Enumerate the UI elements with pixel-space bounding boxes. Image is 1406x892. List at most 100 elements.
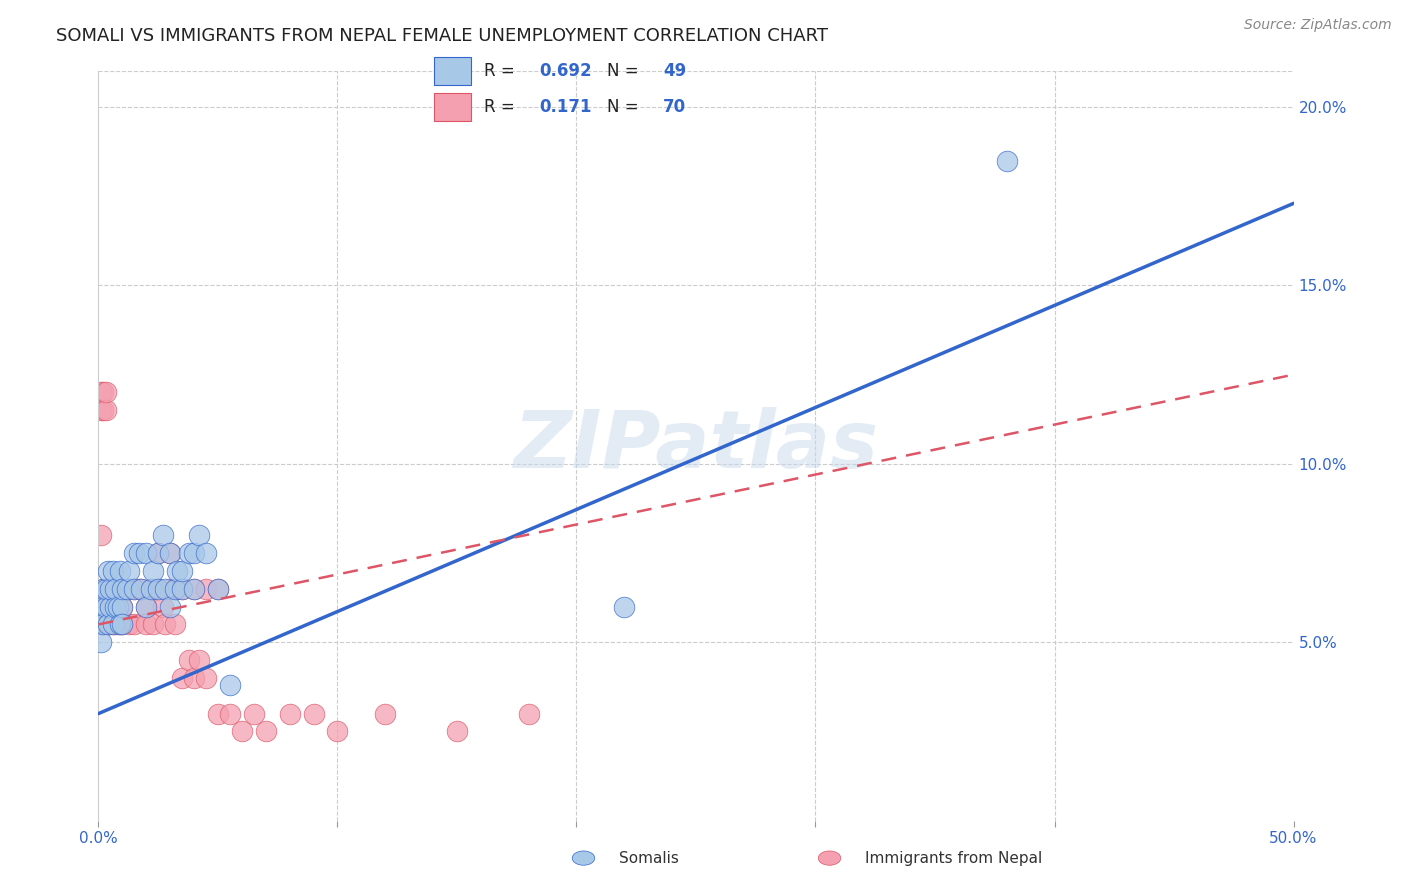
Point (91, 617, 114, 632)
Point (97, 599, 120, 614)
Point (128, 582, 150, 596)
Point (163, 617, 186, 632)
Text: Source: ZipAtlas.com: Source: ZipAtlas.com (1244, 18, 1392, 32)
Point (172, 582, 194, 596)
Point (98, 582, 122, 596)
Point (94, 385, 117, 400)
Point (302, 706, 325, 721)
Point (111, 599, 134, 614)
Point (108, 564, 131, 578)
Point (97, 582, 120, 596)
Point (131, 582, 153, 596)
FancyBboxPatch shape (434, 94, 471, 121)
Point (172, 671, 194, 685)
Text: 0.692: 0.692 (540, 62, 592, 79)
Text: Somalis: Somalis (619, 851, 679, 865)
Point (124, 582, 146, 596)
Point (142, 617, 165, 632)
Point (90, 635, 112, 649)
Point (142, 564, 165, 578)
Point (108, 617, 131, 632)
Point (155, 582, 177, 596)
Point (135, 546, 157, 560)
Point (163, 582, 186, 596)
Point (104, 599, 127, 614)
Point (104, 582, 127, 596)
Text: R =: R = (484, 98, 524, 116)
Point (187, 653, 209, 667)
Point (111, 599, 134, 614)
Point (148, 546, 170, 560)
Point (155, 617, 177, 632)
Point (90, 403, 112, 417)
Point (107, 617, 129, 632)
Text: ZIPatlas: ZIPatlas (513, 407, 879, 485)
Point (207, 582, 229, 596)
Point (148, 582, 170, 596)
Point (124, 582, 146, 596)
Point (995, 153, 1018, 168)
Point (90, 385, 112, 400)
Point (187, 528, 209, 542)
Point (139, 582, 162, 596)
Point (374, 706, 396, 721)
Point (124, 617, 146, 632)
Point (124, 546, 146, 560)
Point (98, 599, 122, 614)
Point (111, 582, 134, 596)
Point (94, 582, 117, 596)
Point (172, 564, 194, 578)
FancyBboxPatch shape (434, 57, 471, 86)
Point (613, 599, 636, 614)
Point (219, 706, 242, 721)
Point (159, 546, 181, 560)
Point (91, 582, 114, 596)
Point (195, 546, 218, 560)
Point (159, 582, 181, 596)
Point (159, 599, 181, 614)
Point (94, 582, 117, 596)
Point (97, 617, 120, 632)
Text: SOMALI VS IMMIGRANTS FROM NEPAL FEMALE UNEMPLOYMENT CORRELATION CHART: SOMALI VS IMMIGRANTS FROM NEPAL FEMALE U… (56, 27, 828, 45)
Point (131, 582, 153, 596)
Point (179, 653, 201, 667)
Point (94, 403, 117, 417)
Point (148, 546, 170, 560)
Point (101, 617, 124, 632)
Point (94, 617, 117, 632)
Point (94, 599, 117, 614)
Point (278, 706, 301, 721)
Point (101, 582, 124, 596)
Point (90, 599, 112, 614)
Text: 70: 70 (664, 98, 686, 116)
Point (98, 582, 122, 596)
Text: N =: N = (607, 62, 638, 79)
Point (97, 617, 120, 632)
Point (91, 582, 114, 596)
Point (152, 528, 174, 542)
Point (195, 671, 218, 685)
Point (139, 582, 162, 596)
Point (115, 582, 138, 596)
Point (118, 617, 141, 632)
Point (107, 599, 129, 614)
Point (326, 724, 349, 739)
Point (207, 706, 229, 721)
Point (97, 564, 120, 578)
Point (98, 599, 122, 614)
Point (101, 564, 124, 578)
Point (207, 582, 229, 596)
Text: N =: N = (607, 98, 638, 116)
Point (183, 546, 205, 560)
Point (90, 599, 112, 614)
Point (91, 617, 114, 632)
Point (152, 599, 174, 614)
Point (90, 617, 112, 632)
Point (90, 528, 112, 542)
Point (183, 582, 205, 596)
Point (128, 546, 150, 560)
Text: 49: 49 (664, 62, 686, 79)
Point (104, 617, 127, 632)
Point (115, 582, 138, 596)
Point (183, 671, 205, 685)
